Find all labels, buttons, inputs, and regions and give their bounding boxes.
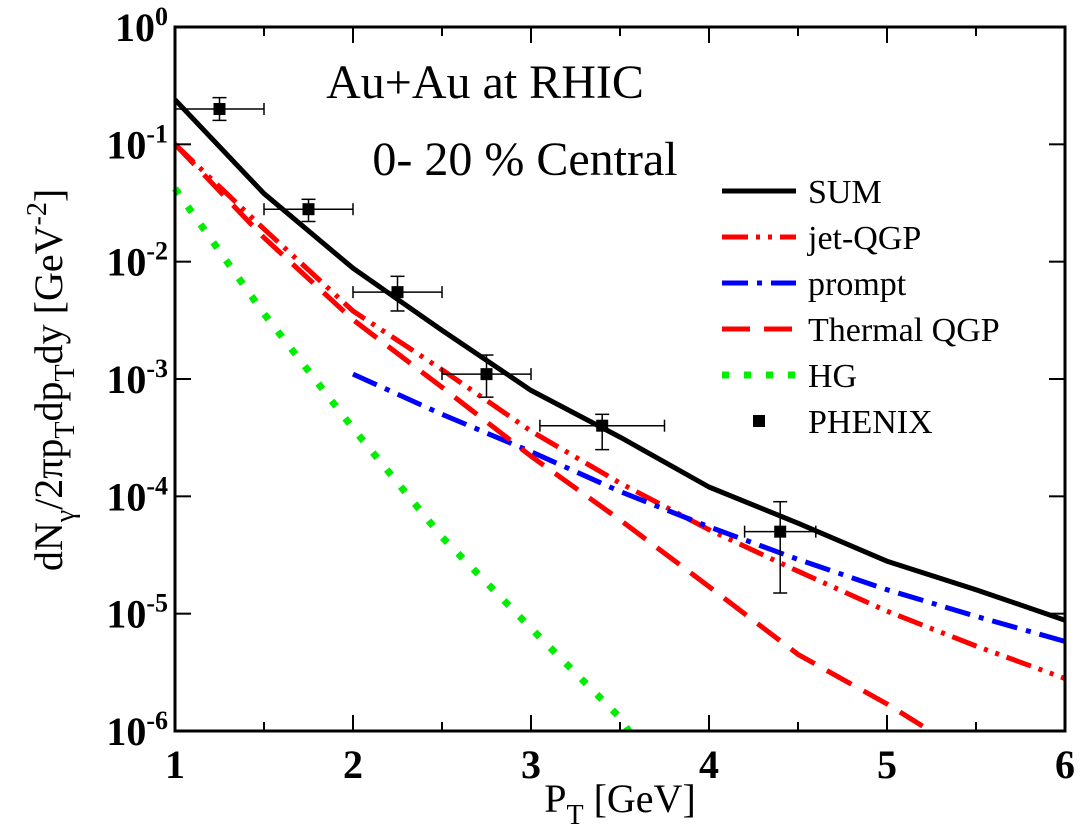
ticks-layer xyxy=(174,26,1066,732)
series-line-prompt xyxy=(351,371,1066,644)
point-marker xyxy=(391,286,404,299)
legend-label: Thermal QGP xyxy=(808,312,1000,349)
y-tick-label: 10-2 xyxy=(106,237,168,285)
legend-item: HG xyxy=(722,358,857,395)
data-point xyxy=(441,354,532,398)
legend-label: HG xyxy=(808,358,857,395)
x-axis-title: PT [GeV] xyxy=(544,776,696,831)
y-axis-title: dNγ/2πpTdpTdy [GeV-2] xyxy=(22,189,81,571)
data-point xyxy=(539,413,666,451)
x-tick-label: 6 xyxy=(1055,742,1075,787)
series-line-jet-qgp xyxy=(173,142,1066,681)
series-line-sum xyxy=(173,97,1066,623)
legend-marker xyxy=(753,415,765,427)
legend-item: jet-QGP xyxy=(722,220,921,257)
legend-label: jet-QGP xyxy=(807,220,921,257)
series-line-thermal-qgp xyxy=(173,142,924,729)
data-point xyxy=(174,96,265,122)
data-point xyxy=(352,275,443,312)
x-tick-label: 2 xyxy=(343,742,363,787)
tick-labels: 1 2 3 4 5 6 100 10-1 10-2 10-3 10-4 10-5 10-6 xyxy=(106,2,1075,787)
data-point xyxy=(263,198,354,223)
y-tick-label: 100 xyxy=(115,2,168,50)
legend-item: Thermal QGP xyxy=(722,312,1000,349)
legend-label: PHENIX xyxy=(808,404,933,441)
point-marker xyxy=(774,525,787,538)
y-tick-label: 10-4 xyxy=(106,471,168,519)
y-tick-label: 10-6 xyxy=(106,706,168,754)
series-layer xyxy=(172,97,1066,733)
y-tick-label: 10-5 xyxy=(106,589,168,637)
annotation-collision: Au+Au at RHIC xyxy=(326,56,644,109)
data-points-layer xyxy=(174,96,817,594)
legend-label: SUM xyxy=(808,174,882,211)
y-tick-label: 10-3 xyxy=(106,354,168,402)
legend-item: prompt xyxy=(722,266,907,303)
legend-item: SUM xyxy=(722,174,882,211)
point-marker xyxy=(480,368,493,381)
x-tick-label: 4 xyxy=(699,742,719,787)
point-marker xyxy=(596,419,609,432)
legend-label: prompt xyxy=(808,266,907,303)
x-tick-label: 3 xyxy=(521,742,541,787)
legend-item: PHENIX xyxy=(753,404,933,441)
point-marker xyxy=(213,103,226,116)
y-tick-label: 10-1 xyxy=(106,119,168,167)
x-tick-label: 1 xyxy=(165,742,185,787)
annotation-centrality: 0- 20 % Central xyxy=(372,133,677,186)
data-point xyxy=(743,500,817,594)
legend: SUM jet-QGP prompt Thermal QGP HG PHENIX xyxy=(722,174,1000,441)
x-tick-label: 5 xyxy=(877,742,897,787)
point-marker xyxy=(302,203,315,216)
